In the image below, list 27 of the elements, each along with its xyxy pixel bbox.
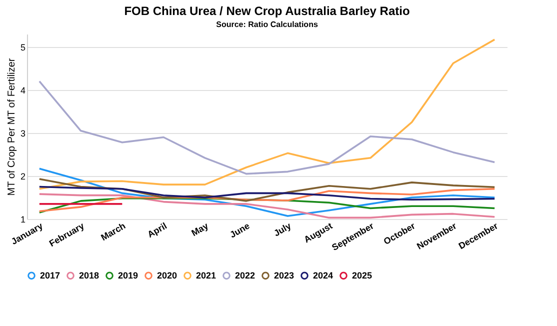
x-tick-label: June [228, 220, 252, 240]
x-tick-label: May [190, 220, 210, 238]
legend-label: 2019 [118, 270, 138, 281]
legend-label: 2023 [274, 270, 294, 281]
legend-label: 2021 [196, 270, 216, 281]
line-series [38, 193, 496, 219]
chart-title: FOB China Urea / New Crop Australia Barley Ratio [124, 4, 410, 18]
x-tick-label: July [272, 220, 293, 238]
line-series [38, 186, 496, 201]
line-series [38, 178, 496, 202]
chart-subtitle: Source: Ratio Calculations [216, 20, 318, 29]
legend-label: 2024 [313, 270, 334, 281]
y-tick-label: 1 [20, 214, 26, 224]
line-series [38, 80, 496, 175]
legend-label: 2018 [79, 270, 100, 281]
legend-label: 2017 [40, 270, 60, 281]
y-tick-label: 4 [20, 85, 26, 96]
legend-label: 2025 [352, 270, 372, 281]
y-tick-label: 5 [20, 42, 26, 52]
y-axis-title: MT of Crop Per MT of Fertilizer [6, 58, 18, 196]
line-series [38, 188, 496, 212]
y-tick-label: 3 [20, 128, 26, 138]
line-series [38, 38, 496, 190]
legend-label: 2022 [235, 270, 256, 281]
legend-label: 2020 [157, 270, 178, 281]
line-series [38, 168, 496, 217]
y-tick-label: 2 [20, 171, 26, 182]
